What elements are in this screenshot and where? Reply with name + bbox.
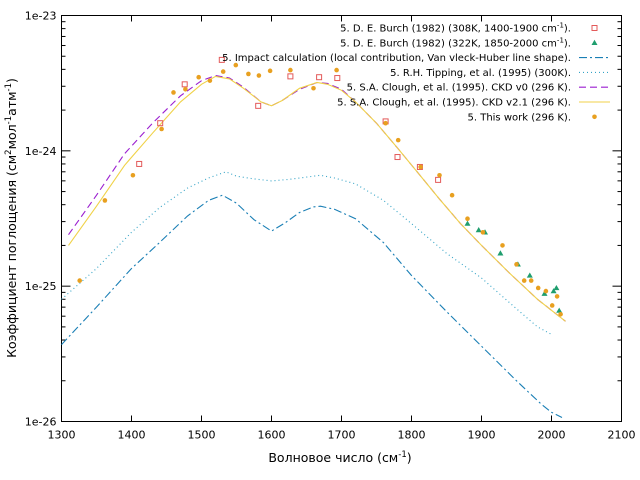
x-tick-label: 1900 xyxy=(468,429,496,442)
y-tick-label: 1e-26 xyxy=(25,416,57,429)
data-point xyxy=(497,250,504,256)
data-point xyxy=(449,192,455,198)
data-point xyxy=(157,120,164,127)
data-point xyxy=(500,243,505,248)
data-point xyxy=(475,227,482,233)
data-point xyxy=(287,73,294,80)
series-6 xyxy=(77,62,563,317)
data-point xyxy=(541,290,548,296)
legend-label: 5. S.A. Clough, et al. (1995). CKD v2.1 … xyxy=(337,98,571,109)
y-tick-label: 1e-25 xyxy=(25,280,57,293)
data-point xyxy=(535,285,541,291)
legend-marker-sample xyxy=(591,39,598,45)
x-tick-label: 1300 xyxy=(48,429,76,442)
data-point xyxy=(521,278,527,283)
data-point xyxy=(233,62,239,68)
legend-label: 5. R.H. Tipping, et al. (1995) (300K). xyxy=(390,68,571,79)
data-point xyxy=(554,294,560,299)
data-point xyxy=(220,69,226,74)
data-point xyxy=(464,220,471,226)
legend-label: 5. D. E. Burch (1982) (322K, 1850-2000 c… xyxy=(340,36,571,49)
y-tick-label: 1e-23 xyxy=(25,10,57,23)
series-1 xyxy=(464,220,563,313)
data-point xyxy=(246,71,251,77)
data-point xyxy=(465,216,470,222)
data-point xyxy=(435,176,442,183)
data-point xyxy=(383,120,388,126)
legend-label: 5. S.A. Clough, et al. (1995). CKD v0 (2… xyxy=(347,83,571,94)
data-point xyxy=(196,74,201,80)
data-point xyxy=(311,85,316,91)
data-point xyxy=(526,272,533,278)
x-tick-label: 1800 xyxy=(398,429,426,442)
data-point xyxy=(255,102,262,109)
data-point xyxy=(130,172,136,178)
legend-label: 5. This work (296 K). xyxy=(467,112,571,123)
data-point xyxy=(549,303,555,308)
data-point xyxy=(334,67,339,73)
series-2 xyxy=(61,194,563,418)
data-point xyxy=(207,78,213,83)
axis-ticks: 1300 1400 1500 1600 1700 1800 1900 2000 2100 1e-2… xyxy=(25,10,636,442)
data-point xyxy=(394,154,401,161)
data-point xyxy=(558,311,563,317)
data-point xyxy=(514,262,519,267)
data-point xyxy=(543,288,549,294)
data-point xyxy=(171,90,176,95)
data-point xyxy=(395,137,401,143)
data-point xyxy=(136,160,143,167)
data-point xyxy=(334,75,341,82)
series-3 xyxy=(61,171,552,335)
data-point xyxy=(316,74,323,81)
legend: 5. D. E. Burch (1982) (308K, 1400-1900 c… xyxy=(222,22,610,123)
series-line xyxy=(61,171,552,335)
data-point xyxy=(256,73,262,78)
data-point xyxy=(556,307,563,313)
x-tick-label: 1400 xyxy=(118,429,146,442)
data-point xyxy=(550,288,557,294)
series-line xyxy=(68,75,566,322)
series-5 xyxy=(68,75,566,322)
data-point xyxy=(288,67,293,73)
data-point xyxy=(218,56,225,63)
series-line xyxy=(61,194,563,418)
x-tick-label: 2000 xyxy=(538,429,566,442)
data-point xyxy=(181,81,188,88)
data-point xyxy=(267,68,273,74)
y-axis-title: Коэффициент поглощения (см2мол-1атм-1) xyxy=(4,78,19,358)
x-axis-title: Волновое число (см-1) xyxy=(268,450,411,465)
legend-label: 5. D. E. Burch (1982) (308K, 1400-1900 c… xyxy=(340,22,571,35)
y-tick-label: 1e-24 xyxy=(25,145,57,158)
data-point xyxy=(437,172,442,178)
data-point xyxy=(159,126,164,132)
x-tick-label: 1600 xyxy=(258,429,286,442)
data-point xyxy=(480,230,486,235)
data-point xyxy=(102,198,108,203)
data-point xyxy=(418,164,423,170)
x-tick-label: 2100 xyxy=(608,429,636,442)
x-tick-label: 1500 xyxy=(188,429,216,442)
x-tick-label: 1700 xyxy=(328,429,356,442)
data-point xyxy=(77,278,82,283)
legend-marker-sample xyxy=(592,114,597,120)
data-point xyxy=(528,278,534,283)
legend-marker-sample xyxy=(591,25,598,31)
data-point xyxy=(183,86,188,92)
legend-label: 5. Impact calculation (local contributio… xyxy=(222,53,571,64)
data-point xyxy=(553,284,560,291)
series-layer xyxy=(61,56,566,418)
